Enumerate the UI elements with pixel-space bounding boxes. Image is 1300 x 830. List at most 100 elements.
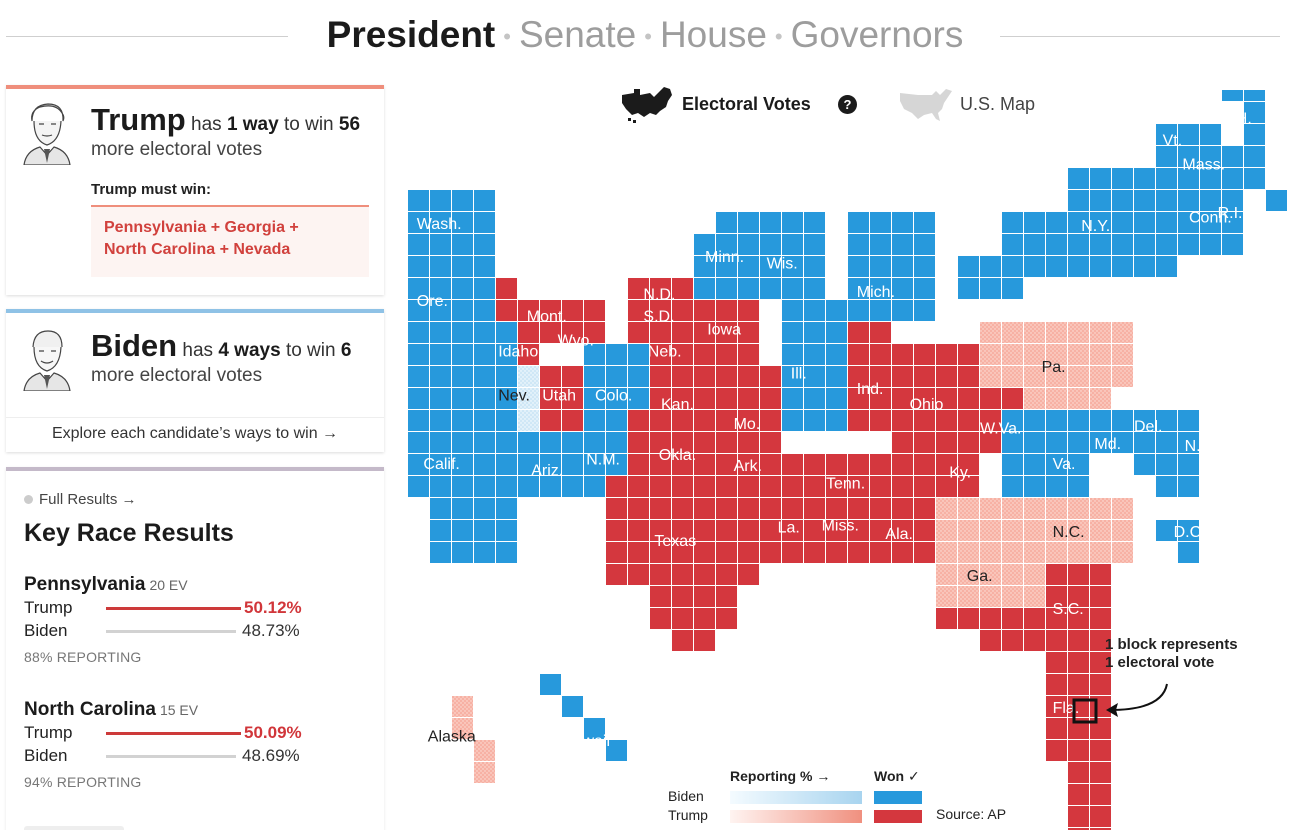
state-miss[interactable] — [804, 498, 869, 563]
biden-headline: Biden has 4 ways to win 6 more electoral… — [91, 330, 376, 387]
electoral-block — [1178, 234, 1199, 255]
state-ga[interactable] — [936, 498, 1045, 607]
electoral-block — [518, 388, 539, 409]
electoral-block — [738, 212, 759, 233]
state-nc[interactable] — [1002, 498, 1133, 563]
electoral-block — [980, 322, 1001, 343]
tab-senate[interactable]: Senate — [518, 14, 637, 55]
state-fla[interactable] — [936, 608, 1111, 830]
electoral-block — [782, 476, 803, 497]
electoral-votes-toggle[interactable]: Electoral Votes ? — [620, 85, 860, 125]
electoral-block — [958, 586, 979, 607]
state-iowa[interactable] — [694, 300, 759, 365]
state-dc[interactable] — [1156, 520, 1199, 563]
electoral-block — [584, 388, 605, 409]
state-alaska[interactable] — [452, 696, 495, 783]
electoral-block — [1068, 454, 1089, 475]
state-label: Ind. — [857, 381, 884, 398]
state-nj[interactable] — [1156, 410, 1199, 497]
state-ev: 20 EV — [149, 577, 188, 593]
us-map-icon — [900, 89, 952, 121]
electoral-block — [936, 366, 957, 387]
state-ala[interactable] — [870, 498, 935, 563]
state-texas[interactable] — [606, 476, 759, 651]
state-label: Iowa — [707, 322, 741, 339]
state-nh[interactable] — [1244, 102, 1265, 189]
help-icon[interactable]: ? — [838, 95, 857, 114]
explore-ways-link[interactable]: Explore each candidate’s ways to win → — [6, 417, 384, 443]
state-md[interactable] — [1090, 410, 1133, 453]
state-colo[interactable] — [584, 344, 649, 431]
electoral-block — [716, 520, 737, 541]
electoral-block — [1200, 146, 1221, 167]
state-wyo[interactable] — [540, 322, 605, 343]
race-pennsylvania[interactable]: Pennsylvania 20 EV Trump 50.12% Biden 48.… — [24, 574, 374, 665]
state-wis[interactable] — [760, 212, 825, 299]
state-pa[interactable] — [980, 322, 1133, 409]
key-race-title: Key Race Results — [24, 519, 234, 547]
race-north-carolina[interactable]: North Carolina 15 EV Trump 50.09% Biden 4… — [24, 699, 374, 790]
electoral-block — [650, 322, 671, 343]
state-mont[interactable] — [496, 278, 605, 321]
must-win-label: Trump must win: — [91, 181, 211, 198]
electoral-block — [540, 432, 561, 453]
electoral-block — [672, 388, 693, 409]
electoral-block — [738, 520, 759, 541]
full-results-link[interactable]: Full Results → — [24, 491, 137, 508]
state-ny[interactable] — [958, 168, 1177, 299]
electoral-block — [672, 410, 693, 431]
state-ohio[interactable] — [892, 344, 979, 453]
state-ore[interactable] — [408, 256, 495, 321]
electoral-block — [870, 410, 891, 431]
state-sc[interactable] — [1046, 564, 1111, 629]
electoral-block — [496, 344, 517, 365]
electoral-block — [1002, 344, 1023, 365]
tab-governors[interactable]: Governors — [790, 14, 964, 55]
electoral-block — [1024, 344, 1045, 365]
electoral-block — [430, 256, 451, 277]
state-wash[interactable] — [408, 190, 495, 277]
electoral-block — [628, 498, 649, 519]
state-utah[interactable] — [540, 366, 583, 431]
state-label: N.J. — [1185, 438, 1213, 455]
electoral-block — [1156, 146, 1177, 167]
state-hawaii[interactable] — [540, 674, 627, 761]
tab-house[interactable]: House — [659, 14, 767, 55]
electoral-block — [408, 212, 429, 233]
electoral-block — [804, 366, 825, 387]
result-row-trump: Trump 50.09% — [24, 723, 374, 744]
state-ind[interactable] — [848, 322, 891, 431]
electoral-block — [452, 718, 473, 739]
state-va[interactable] — [1002, 410, 1089, 497]
state-tenn[interactable] — [782, 454, 913, 497]
electoral-block — [914, 520, 935, 541]
arrowhead-icon — [1106, 703, 1118, 717]
electoral-block — [782, 344, 803, 365]
electoral-block — [892, 256, 913, 277]
state-mich[interactable] — [848, 212, 935, 321]
state-la[interactable] — [760, 498, 803, 563]
us-map-toggle[interactable]: U.S. Map — [898, 85, 1068, 125]
state-maine[interactable] — [1222, 90, 1265, 101]
state-ri[interactable] — [1200, 190, 1287, 233]
electoral-block — [474, 212, 495, 233]
state-nd[interactable] — [628, 278, 693, 299]
state-ky[interactable] — [914, 432, 979, 497]
electoral-block — [716, 542, 737, 563]
state-sd[interactable] — [628, 300, 693, 321]
electoral-block — [474, 256, 495, 277]
state-del[interactable] — [1134, 410, 1155, 475]
electoral-block — [606, 432, 627, 453]
state-ill[interactable] — [782, 300, 847, 431]
electoral-block — [782, 410, 803, 431]
electoral-block — [584, 322, 605, 343]
electoral-block — [1090, 784, 1111, 805]
state-calif[interactable] — [408, 322, 517, 563]
tab-president[interactable]: President — [326, 14, 496, 55]
state-okla[interactable] — [628, 410, 715, 475]
state-vt[interactable] — [1156, 124, 1221, 145]
electoral-block — [496, 520, 517, 541]
electoral-block — [826, 388, 847, 409]
ways-count: 1 way — [226, 114, 279, 135]
electoral-block — [892, 410, 913, 431]
